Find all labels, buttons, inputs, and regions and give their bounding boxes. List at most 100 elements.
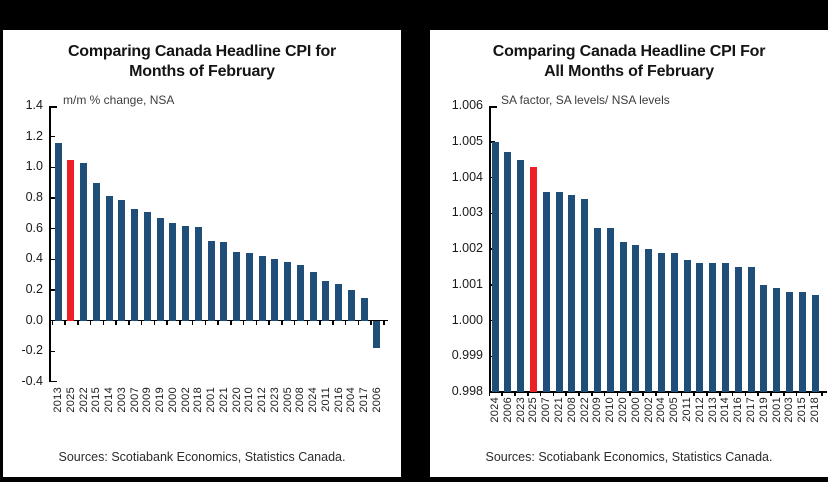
x-tick	[128, 320, 130, 325]
bar-2025	[529, 166, 537, 392]
x-tick	[255, 320, 258, 325]
bar-2011	[683, 259, 691, 392]
axis-unit-label: SA factor, SA levels/ NSA levels	[501, 93, 670, 107]
bar-2013	[709, 263, 717, 392]
x-tick-label-2000: 2000	[166, 387, 179, 413]
bar-2010	[606, 227, 614, 392]
bar-2007	[542, 191, 550, 392]
chart-title: Comparing Canada Headline CPI For All Mo…	[430, 42, 828, 82]
bar-2014	[105, 196, 113, 321]
y-tick-label: 1.004	[451, 169, 483, 184]
x-tick	[629, 392, 631, 396]
x-tick	[578, 392, 580, 396]
x-tick-label-2012: 2012	[693, 397, 706, 423]
bar-2025	[67, 159, 75, 321]
chart-title-line1: Comparing Canada Headline CPI For	[492, 43, 766, 60]
bar-2009	[143, 211, 151, 321]
x-tick	[370, 320, 372, 325]
x-tick-label-2001: 2001	[205, 387, 217, 413]
x-tick-label-2000: 2000	[629, 397, 642, 423]
x-tick	[642, 392, 644, 396]
bar-2012	[696, 263, 704, 392]
bar-2010	[245, 253, 253, 321]
x-tick-label-2017: 2017	[358, 387, 370, 413]
bar-2019	[156, 217, 164, 321]
y-axis-line	[49, 106, 51, 382]
x-tick	[514, 392, 516, 396]
y-tick-label: 1.003	[451, 205, 483, 220]
bar-2008	[296, 265, 304, 321]
bar-2008	[568, 195, 576, 392]
y-tick-label: 1.006	[451, 98, 483, 112]
x-tick	[383, 320, 385, 325]
x-tick	[344, 320, 347, 325]
x-tick-label-2017: 2017	[745, 397, 757, 423]
x-tick	[332, 320, 334, 325]
y-tick-label: 1.002	[451, 241, 483, 255]
x-tick	[667, 392, 670, 396]
bar-2006	[373, 320, 381, 349]
y-tick-label: 1.001	[451, 276, 483, 291]
bar-2000	[169, 222, 177, 321]
x-tick	[306, 320, 309, 325]
x-tick-label-2013: 2013	[52, 387, 64, 413]
bar-2020	[233, 251, 240, 321]
bar-2024	[491, 141, 499, 392]
x-tick	[552, 392, 555, 396]
y-tick-label: 1.2	[25, 128, 43, 143]
x-tick-label-2024: 2024	[307, 387, 319, 413]
x-tick-label-2019: 2019	[154, 387, 166, 413]
bar-2002	[182, 225, 189, 321]
y-tick-label: 0.0	[25, 312, 43, 327]
bar-chart-sa-factor: 0.998 0.999 1.000 1.001 1.002 1.003 1.004 1.005…	[430, 30, 828, 477]
x-tick-label-2006: 2006	[370, 387, 383, 413]
x-tick	[293, 320, 296, 325]
x-tick-label-2021: 2021	[217, 387, 230, 413]
x-tick	[795, 392, 798, 396]
y-tick-label: 0.6	[25, 220, 43, 235]
x-tick	[153, 320, 156, 325]
bar-chart-monthly-cpi: -0.4 -0.2 0.0 0.2 0.4 0.6 0.8 1.0 1.2 1.4 2013 2025…	[3, 30, 401, 477]
chart-title-line2: All Months of February	[544, 63, 714, 80]
y-tick-label: 1.0	[25, 159, 43, 174]
x-tick-label-2008: 2008	[565, 397, 578, 423]
chart-title-line2: Months of February	[129, 63, 275, 80]
bar-2003	[118, 199, 126, 321]
x-tick-label-2019: 2019	[757, 397, 770, 423]
y-tick	[49, 166, 55, 169]
x-tick	[527, 392, 529, 396]
bar-2002	[645, 249, 653, 392]
bar-2018	[811, 295, 819, 392]
x-tick-label-2024: 2024	[489, 397, 501, 423]
x-tick	[539, 392, 542, 396]
x-tick-label-2006: 2006	[501, 397, 514, 423]
x-tick	[102, 320, 105, 325]
x-tick-label-2020: 2020	[617, 397, 629, 423]
bar-2012	[258, 256, 266, 321]
y-tick	[49, 135, 55, 138]
x-tick-label-2003: 2003	[115, 387, 128, 413]
x-tick	[77, 320, 79, 325]
bar-2016	[335, 283, 342, 321]
axis-unit-label: m/m % change, NSA	[63, 93, 175, 107]
x-tick	[242, 320, 245, 325]
x-tick	[89, 320, 92, 325]
bar-2011	[322, 280, 330, 321]
bar-2021	[220, 242, 228, 321]
bar-2023	[271, 259, 279, 321]
x-tick	[808, 392, 811, 396]
x-tick	[268, 320, 270, 325]
left-chart-panel: Comparing Canada Headline CPI for Months…	[3, 30, 401, 477]
x-tick	[204, 320, 207, 325]
x-tick	[757, 392, 759, 396]
x-tick	[770, 392, 772, 396]
y-tick-label: 0.2	[25, 282, 43, 296]
bar-2005	[670, 252, 678, 392]
x-tick-label-2023: 2023	[268, 387, 281, 413]
y-axis-top-bracket	[489, 106, 497, 108]
y-tick-label: 0.8	[25, 190, 43, 204]
bar-2004	[657, 252, 665, 392]
x-axis-line	[489, 391, 827, 393]
x-tick-label-2012: 2012	[256, 387, 268, 413]
x-tick	[166, 320, 168, 325]
